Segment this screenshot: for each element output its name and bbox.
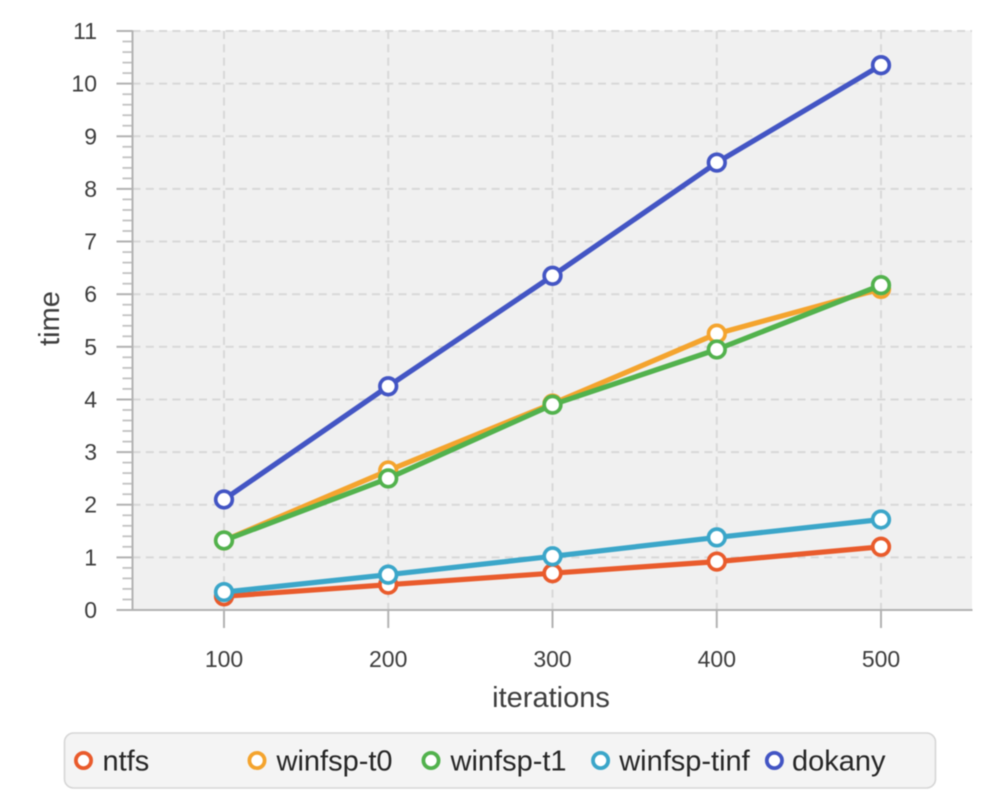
svg-text:winfsp-t1: winfsp-t1 <box>450 746 567 778</box>
svg-text:5: 5 <box>84 334 97 360</box>
svg-text:100: 100 <box>205 646 243 672</box>
svg-text:500: 500 <box>862 646 900 672</box>
svg-text:iterations: iterations <box>492 682 610 714</box>
svg-text:1: 1 <box>84 544 97 570</box>
svg-text:9: 9 <box>84 123 97 149</box>
svg-text:10: 10 <box>71 71 97 97</box>
svg-text:300: 300 <box>533 646 571 672</box>
svg-text:2: 2 <box>84 492 97 518</box>
svg-text:8: 8 <box>84 176 97 202</box>
svg-text:3: 3 <box>84 439 97 465</box>
svg-text:ntfs: ntfs <box>103 746 150 778</box>
svg-text:0: 0 <box>84 597 97 623</box>
svg-text:4: 4 <box>84 387 97 413</box>
svg-text:time: time <box>34 291 66 346</box>
svg-text:winfsp-t0: winfsp-t0 <box>276 746 393 778</box>
svg-text:7: 7 <box>84 229 97 255</box>
svg-text:400: 400 <box>698 646 736 672</box>
svg-text:dokany: dokany <box>792 746 886 778</box>
svg-text:6: 6 <box>84 281 97 307</box>
svg-text:200: 200 <box>369 646 407 672</box>
svg-text:11: 11 <box>73 18 97 44</box>
svg-text:winfsp-tinf: winfsp-tinf <box>618 746 750 778</box>
